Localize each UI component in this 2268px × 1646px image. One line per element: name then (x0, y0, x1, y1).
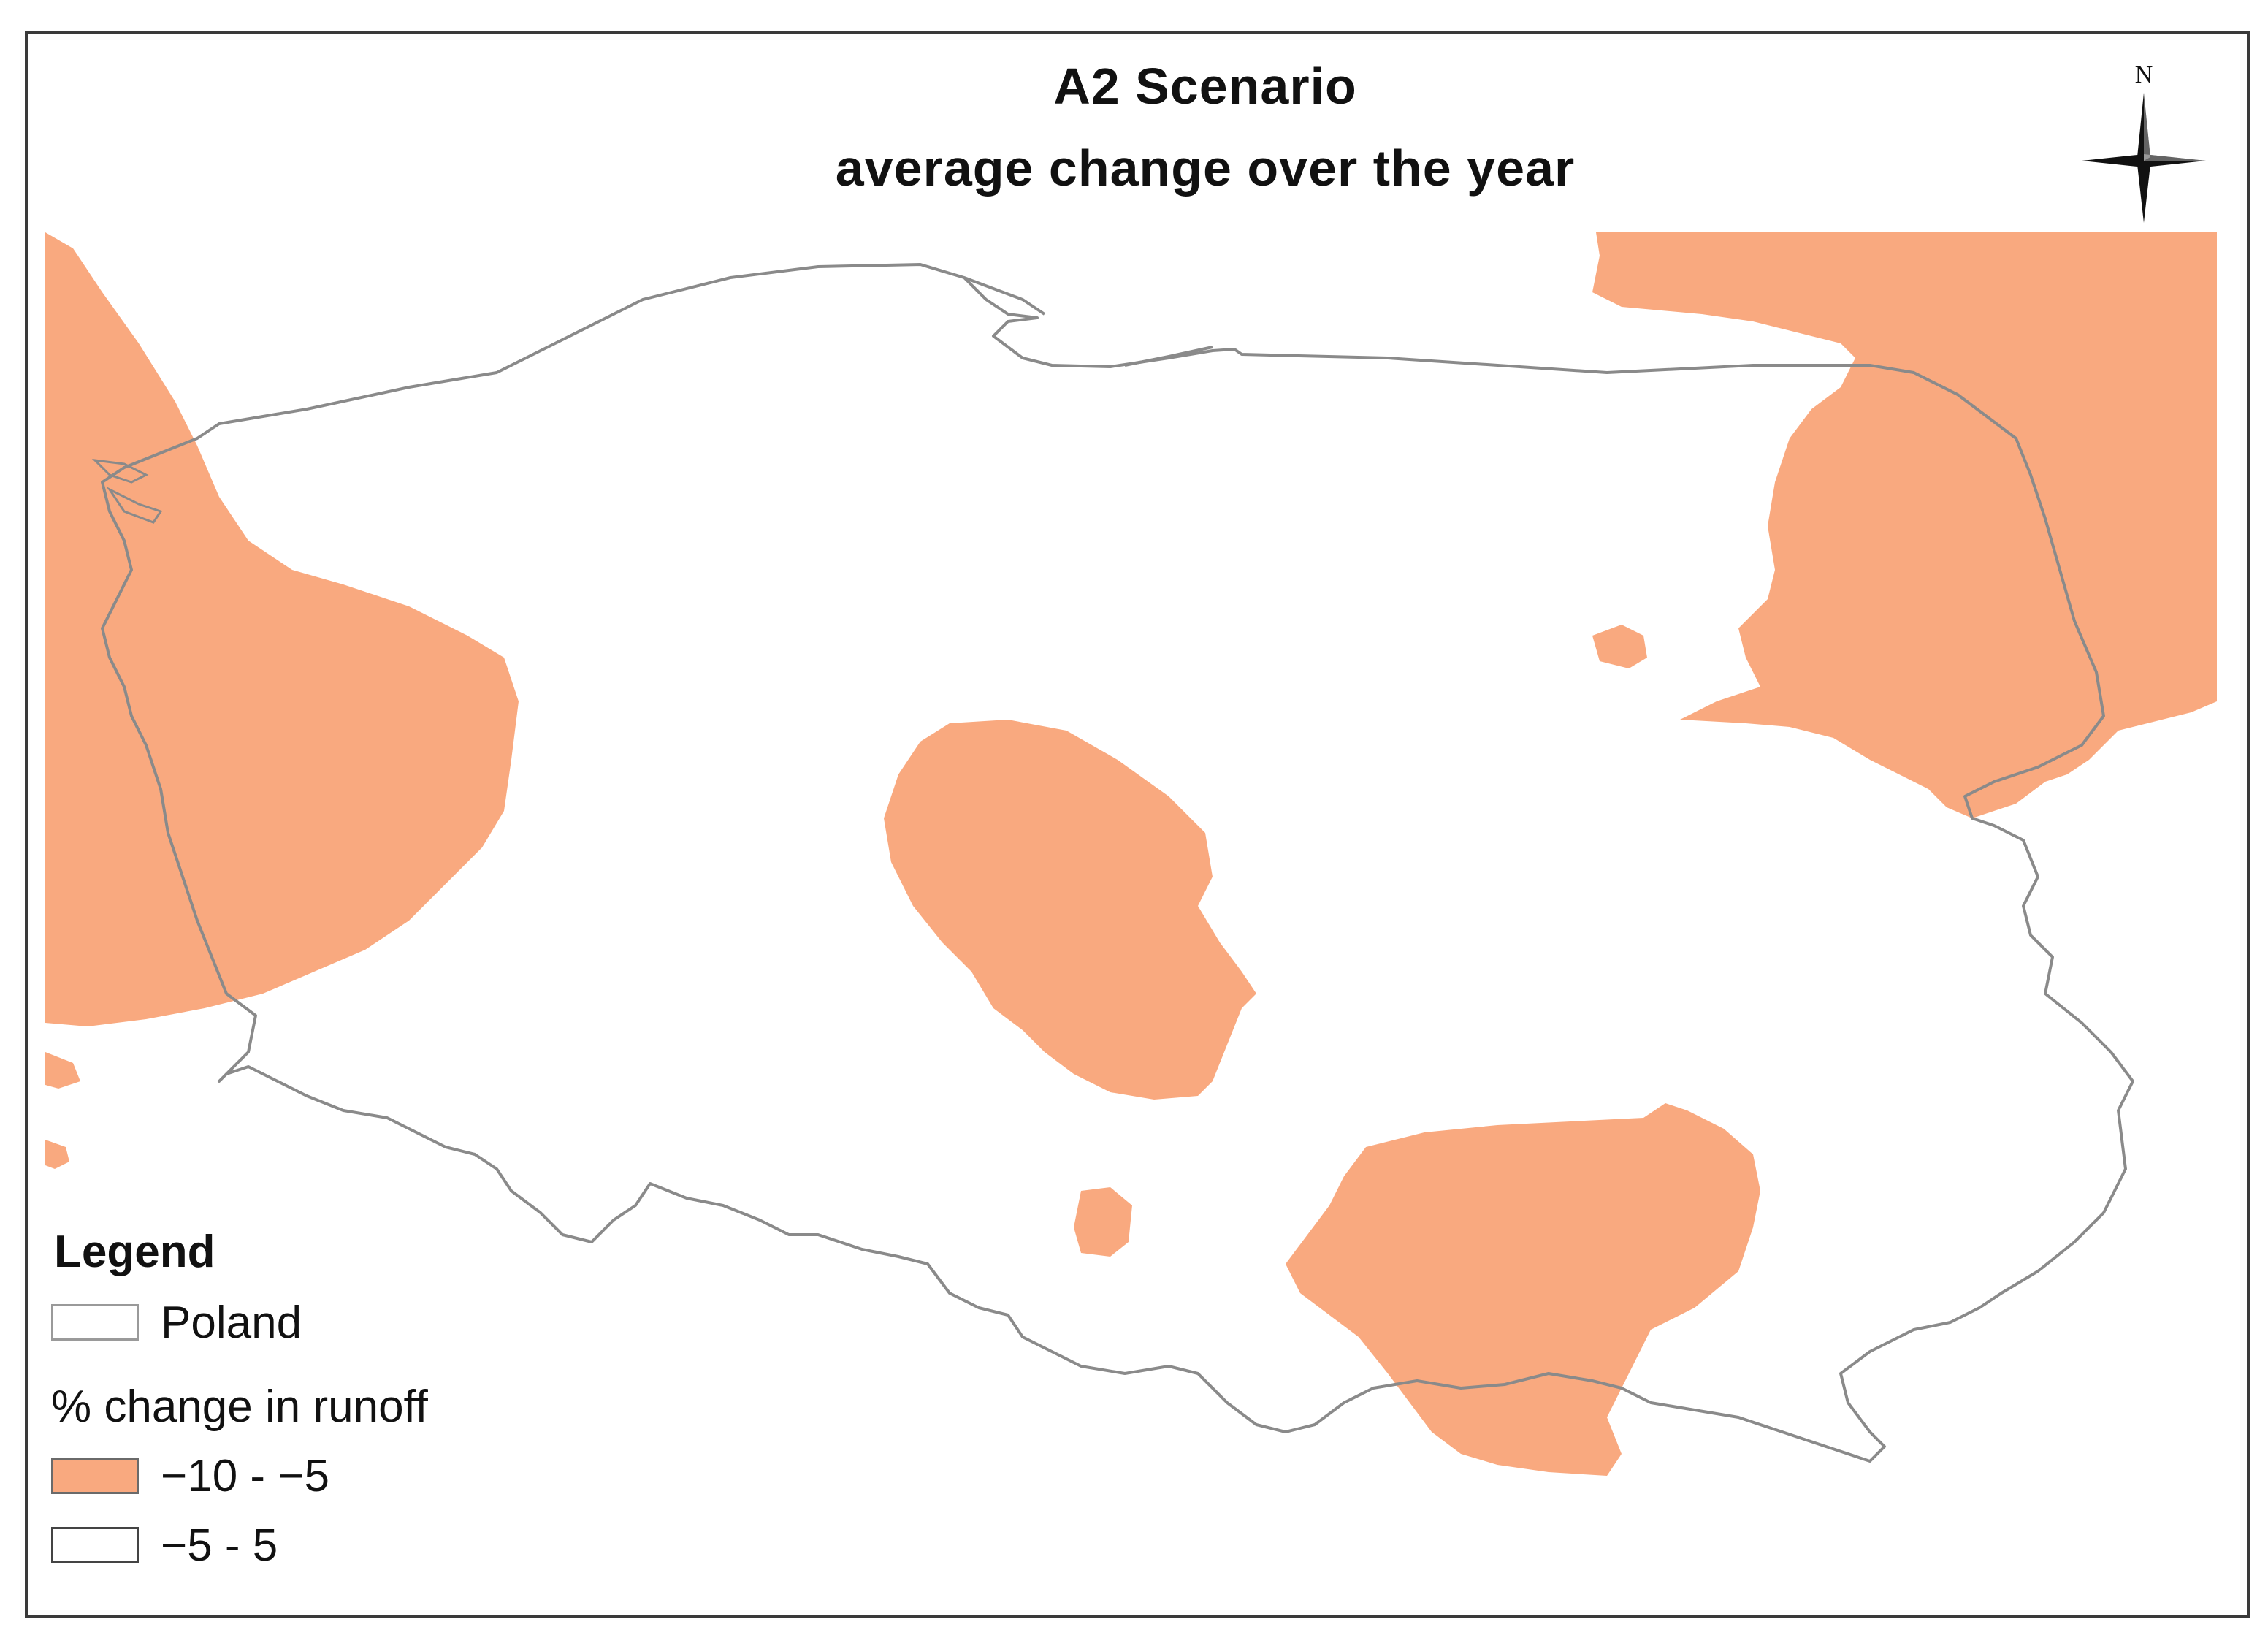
hel-peninsula (963, 276, 1046, 316)
map-title: A2 Scenario (1053, 58, 1357, 115)
map-subtitle: average change over the year (835, 140, 1576, 197)
legend-item-decrease: −10 - −5 (51, 1450, 329, 1501)
neutral-swatch (51, 1527, 139, 1563)
runoff-decrease-patch-south-small (1074, 1187, 1132, 1257)
runoff-decrease-region-south (1286, 1103, 1760, 1476)
runoff-decrease-patch-southwest-2 (45, 1140, 69, 1169)
legend-item-poland: Poland (51, 1297, 302, 1348)
legend-label-neutral: −5 - 5 (161, 1520, 278, 1571)
poland-boundary-swatch (51, 1304, 139, 1341)
runoff-decrease-patch-southwest-1 (45, 1052, 80, 1089)
legend: Legend Poland % change in runoff −10 - −… (51, 1213, 562, 1593)
north-arrow-compass-icon: N (2082, 62, 2206, 223)
legend-subtitle: % change in runoff (51, 1382, 428, 1432)
legend-item-neutral: −5 - 5 (51, 1520, 278, 1571)
runoff-decrease-patch-northeast-small (1592, 625, 1647, 668)
compass-north-label: N (2135, 62, 2153, 88)
runoff-decrease-region-west (45, 232, 519, 1026)
legend-label-decrease: −10 - −5 (161, 1450, 329, 1501)
runoff-decrease-region-northeast (1592, 232, 2217, 818)
legend-label-poland: Poland (161, 1297, 302, 1348)
runoff-decrease-region-central (884, 720, 1256, 1100)
poland-boundary (101, 263, 2134, 1463)
decrease-swatch (51, 1458, 139, 1494)
legend-title: Legend (54, 1227, 215, 1277)
szczecin-lagoon (91, 458, 163, 524)
vistula-lagoon-spit (1124, 346, 1213, 367)
